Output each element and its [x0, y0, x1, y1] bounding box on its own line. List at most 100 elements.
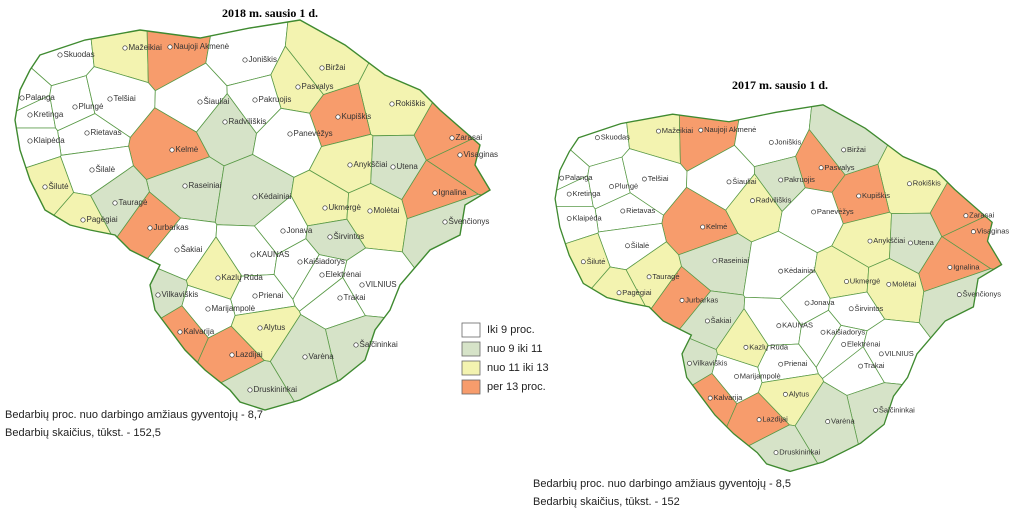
place-marker — [886, 281, 892, 287]
place-marker — [80, 217, 86, 223]
place-label: Rietavas — [626, 206, 655, 215]
place-marker — [642, 176, 647, 182]
place-marker — [457, 152, 463, 158]
place-label: Alytus — [264, 323, 286, 332]
place-marker — [257, 325, 263, 331]
place-marker — [907, 181, 912, 187]
legend-swatch — [461, 379, 481, 395]
place-marker — [112, 200, 118, 206]
place-marker — [620, 208, 626, 214]
place-marker — [19, 95, 25, 101]
place-marker — [197, 99, 203, 105]
place-label: Kaišiadorys — [826, 327, 865, 336]
place-marker — [250, 252, 256, 258]
map-title: 2018 m. sausio 1 d. — [222, 6, 318, 20]
place-label: Palanga — [26, 93, 56, 102]
place-marker — [858, 363, 863, 369]
place-marker — [319, 272, 325, 278]
place-marker — [177, 329, 183, 335]
place-marker — [818, 165, 824, 171]
place-marker — [57, 52, 63, 58]
place-marker — [242, 57, 248, 63]
place-marker — [726, 179, 732, 185]
place-marker — [595, 135, 600, 141]
place-marker — [707, 395, 713, 401]
place-label: Utena — [397, 162, 419, 171]
place-label: Ignalina — [439, 188, 468, 197]
place-label: Ukmergė — [850, 277, 881, 286]
map: Skuodas Mažeikiai Naujoji Akmenė Joniškis Bi… — [14, 19, 498, 411]
place-marker — [389, 101, 395, 107]
place-marker — [155, 292, 161, 298]
place-marker — [297, 259, 303, 265]
place-label: Kalvarija — [713, 393, 743, 402]
place-marker — [107, 96, 113, 102]
place-label: Biržai — [847, 145, 866, 154]
place-label: KAUNAS — [257, 250, 290, 259]
place-label: Pasvalys — [302, 82, 334, 91]
country-border — [554, 104, 1003, 473]
region — [555, 332, 718, 472]
place-label: Šalčininkai — [360, 340, 398, 349]
place-label: Kelmė — [176, 145, 199, 154]
place-label: Šilalė — [631, 241, 649, 250]
place-marker — [750, 198, 755, 204]
place-label: Skuodas — [64, 50, 95, 59]
place-label: Jurbarkas — [685, 295, 718, 304]
place-label: Varėna — [831, 417, 855, 426]
place-marker — [174, 247, 180, 253]
place-label: Trakai — [344, 293, 366, 302]
place-label: Pasvalys — [824, 163, 854, 172]
place-marker — [841, 147, 847, 153]
place-label: Trakai — [864, 361, 885, 370]
place-marker — [700, 224, 706, 230]
place-label: Zarasai — [456, 133, 483, 142]
place-label: Plungė — [615, 182, 638, 191]
place-label: Pakruojis — [784, 175, 815, 184]
place-marker — [778, 268, 784, 274]
place-label: Marijampolė — [212, 304, 256, 313]
place-marker — [825, 419, 831, 424]
place-marker — [873, 407, 879, 413]
place-label: Zarasai — [969, 211, 994, 220]
place-label: Kazlų Rūda — [749, 342, 789, 351]
place-label: Mažeikiai — [129, 43, 163, 52]
place-label: Naujoji Akmenė — [704, 125, 756, 134]
place-label: Širvintos — [854, 304, 883, 313]
place-marker — [971, 229, 976, 235]
place-marker — [390, 164, 396, 170]
place-label: Varėna — [309, 352, 335, 361]
place-label: Lazdijai — [762, 415, 788, 424]
caption: Bedarbių proc. nuo darbingo amžiaus gyve… — [5, 409, 263, 421]
place-label: Mažeikiai — [662, 126, 694, 135]
place-marker — [287, 131, 293, 137]
place-marker — [147, 225, 153, 231]
place-label: Telšiai — [114, 94, 136, 103]
place-marker — [844, 279, 849, 284]
region — [555, 104, 630, 167]
place-label: Šiauliai — [204, 97, 230, 106]
place-label: Kėdainiai — [259, 192, 292, 201]
place-marker — [609, 184, 614, 189]
place-label: VILNIUS — [366, 280, 397, 289]
place-label: Šilutė — [587, 257, 606, 266]
place-marker — [646, 274, 652, 280]
map: Skuodas Mažeikiai Naujoji Akmenė Joniškis Bi… — [554, 104, 1009, 473]
place-marker — [302, 354, 308, 360]
place-marker — [580, 259, 586, 265]
legend-label: per 13 proc. — [487, 381, 546, 393]
place-marker — [252, 194, 258, 200]
place-label: Elektrėnai — [326, 270, 362, 279]
place-label: Lazdijai — [236, 350, 263, 359]
place-label: Kupiškis — [342, 112, 372, 121]
place-marker — [743, 344, 749, 350]
place-marker — [222, 119, 228, 125]
place-label: Šilutė — [49, 182, 70, 191]
place-label: Tauragė — [652, 272, 679, 281]
place-marker — [205, 306, 211, 312]
place-label: Radviliškis — [229, 117, 267, 126]
place-marker — [353, 342, 359, 348]
caption: Bedarbių skaičius, tūkst. - 152,5 — [5, 427, 161, 439]
place-marker — [625, 243, 630, 249]
